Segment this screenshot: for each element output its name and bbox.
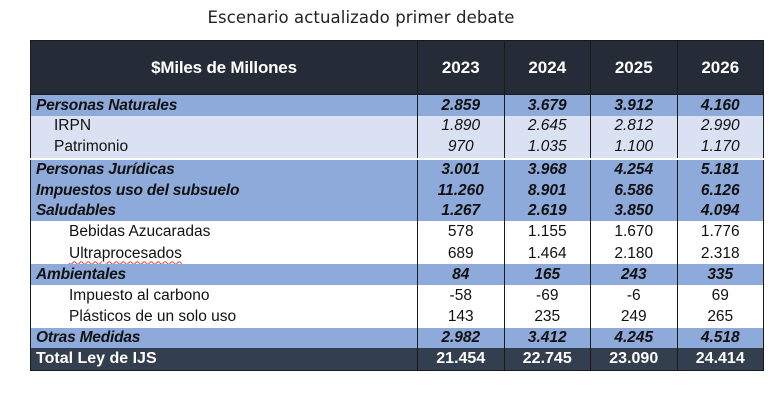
cell-value: 8.901	[503, 180, 591, 201]
cell-value: -58	[417, 284, 504, 306]
total-value: 24.414	[676, 348, 764, 370]
cell-value: 143	[417, 306, 504, 328]
cell-value: 6.586	[590, 180, 677, 201]
row-label: Plásticos de un solo uso	[30, 306, 418, 328]
row-label: IRPN	[30, 115, 418, 137]
cell-value: -69	[503, 284, 591, 306]
cell-value: 5.181	[676, 157, 764, 180]
revenue-table: $Miles de Millones 2023 2024 2025 2026 P…	[30, 40, 764, 371]
cell-value: 4.094	[676, 200, 764, 221]
cell-value: 3.912	[590, 94, 677, 116]
category-row-subsuelo: Impuestos uso del subsuelo 11.260 8.901 …	[30, 180, 764, 201]
spellcheck-underlined-text: Ultraprocesados	[69, 244, 182, 262]
total-value: 23.090	[590, 348, 677, 370]
cell-value: 243	[590, 264, 677, 285]
page-title: Escenario actualizado primer debate	[207, 8, 515, 27]
sub-row-patrimonio: Patrimonio 970 1.035 1.100 1.170	[30, 136, 764, 159]
cell-value: 970	[417, 136, 504, 159]
cell-value: 3.850	[590, 200, 677, 221]
category-row-ambientales: Ambientales 84 165 243 335	[30, 264, 764, 285]
cell-value: 3.412	[503, 327, 591, 348]
sub-row-bebidas-azucaradas: Bebidas Azucaradas 578 1.155 1.670 1.776	[30, 221, 764, 243]
cell-value: 4.160	[676, 94, 764, 116]
cell-value: 2.812	[590, 115, 677, 137]
cell-value: 1.464	[503, 242, 591, 264]
cell-value: 2.859	[417, 94, 504, 116]
cell-value: 2.180	[590, 242, 677, 264]
cell-value: 165	[503, 264, 591, 285]
header-year: 2026	[676, 40, 764, 95]
cell-value: 335	[676, 264, 764, 285]
category-row-saludables: Saludables 1.267 2.619 3.850 4.094	[30, 200, 764, 221]
row-label: Otras Medidas	[30, 327, 418, 348]
header-year: 2025	[590, 40, 677, 95]
cell-value: 1.267	[417, 200, 504, 221]
cell-value: 2.619	[503, 200, 591, 221]
row-label: Ultraprocesados	[30, 242, 418, 264]
category-row-personas-naturales: Personas Naturales 2.859 3.679 3.912 4.1…	[30, 94, 764, 116]
cell-value: 84	[417, 264, 504, 285]
cell-value: 1.170	[676, 136, 764, 159]
cell-value: 1.100	[590, 136, 677, 159]
cell-value: 1.890	[417, 115, 504, 137]
row-label: Impuesto al carbono	[30, 284, 418, 306]
cell-value: 4.518	[676, 327, 764, 348]
total-value: 22.745	[503, 348, 591, 370]
category-row-personas-juridicas: Personas Jurídicas 3.001 3.968 4.254 5.1…	[30, 157, 764, 180]
cell-value: 11.260	[417, 180, 504, 201]
table-header-row: $Miles de Millones 2023 2024 2025 2026	[30, 40, 764, 95]
header-units-label: $Miles de Millones	[30, 40, 418, 95]
cell-value: 235	[503, 306, 591, 328]
sub-row-plasticos: Plásticos de un solo uso 143 235 249 265	[30, 306, 764, 328]
cell-value: 249	[590, 306, 677, 328]
sub-row-irpn: IRPN 1.890 2.645 2.812 2.990	[30, 115, 764, 137]
cell-value: 2.990	[676, 115, 764, 137]
cell-value: 578	[417, 221, 504, 243]
row-label: Ambientales	[30, 264, 418, 285]
total-row: Total Ley de IJS 21.454 22.745 23.090 24…	[30, 348, 764, 370]
total-value: 21.454	[417, 348, 504, 370]
sub-row-impuesto-carbono: Impuesto al carbono -58 -69 -6 69	[30, 284, 764, 306]
cell-value: 2.982	[417, 327, 504, 348]
cell-value: 1.155	[503, 221, 591, 243]
row-label: Patrimonio	[30, 136, 418, 159]
cell-value: 1.776	[676, 221, 764, 243]
cell-value: 6.126	[676, 180, 764, 201]
cell-value: 689	[417, 242, 504, 264]
cell-value: 1.670	[590, 221, 677, 243]
cell-value: 4.245	[590, 327, 677, 348]
cell-value: -6	[590, 284, 677, 306]
row-label: Personas Naturales	[30, 94, 418, 116]
cell-value: 3.001	[417, 157, 504, 180]
row-label: Impuestos uso del subsuelo	[30, 180, 418, 201]
row-label: Bebidas Azucaradas	[30, 221, 418, 243]
header-year: 2023	[417, 40, 504, 95]
cell-value: 4.254	[590, 157, 677, 180]
row-label: Saludables	[30, 200, 418, 221]
cell-value: 2.645	[503, 115, 591, 137]
cell-value: 3.679	[503, 94, 591, 116]
category-row-otras-medidas: Otras Medidas 2.982 3.412 4.245 4.518	[30, 327, 764, 348]
total-label: Total Ley de IJS	[30, 348, 418, 370]
header-year: 2024	[503, 40, 591, 95]
cell-value: 69	[676, 284, 764, 306]
row-label: Personas Jurídicas	[30, 157, 418, 180]
cell-value: 1.035	[503, 136, 591, 159]
cell-value: 3.968	[503, 157, 591, 180]
cell-value: 2.318	[676, 242, 764, 264]
sub-row-ultraprocesados: Ultraprocesados 689 1.464 2.180 2.318	[30, 242, 764, 264]
cell-value: 265	[676, 306, 764, 328]
